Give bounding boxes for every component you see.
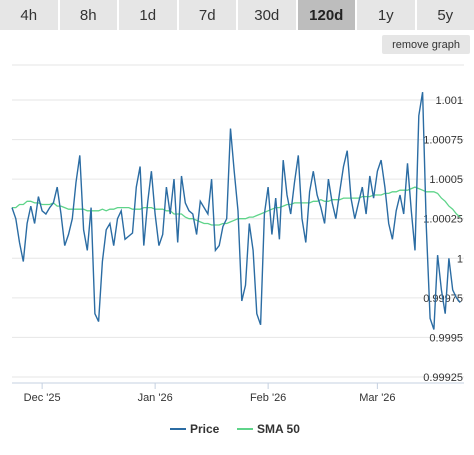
y-tick-label: 1.001 — [435, 95, 463, 107]
legend-label[interactable]: Price — [190, 422, 220, 436]
x-tick-label: Dec '25 — [24, 392, 61, 404]
tab-5y[interactable]: 5y — [416, 0, 474, 30]
tab-1y[interactable]: 1y — [357, 0, 415, 30]
y-tick-label: 0.9995 — [429, 332, 463, 344]
tab-120d[interactable]: 120d — [297, 0, 355, 30]
tab-4h[interactable]: 4h — [0, 0, 58, 30]
range-tabs: 4h 8h 1d 7d 30d 120d 1y 5y — [0, 0, 474, 30]
x-tick-label: Jan '26 — [138, 392, 173, 404]
tab-8h[interactable]: 8h — [59, 0, 117, 30]
remove-graph-button[interactable]: remove graph — [382, 35, 470, 54]
legend: Price SMA 50 — [170, 422, 300, 436]
tab-1d[interactable]: 1d — [119, 0, 177, 30]
y-tick-label: 0.99925 — [423, 372, 463, 384]
tab-7d[interactable]: 7d — [178, 0, 236, 30]
y-tick-label: 1 — [457, 253, 463, 265]
x-tick-label: Feb '26 — [250, 392, 286, 404]
y-tick-label: 1.00025 — [423, 214, 463, 226]
legend-label[interactable]: SMA 50 — [257, 422, 300, 436]
tab-30d[interactable]: 30d — [238, 0, 296, 30]
y-tick-label: 1.00075 — [423, 135, 463, 147]
x-axis-ticks: Dec '25 Jan '26 Feb '26 Mar '26 — [24, 383, 396, 404]
series-line-price — [11, 91, 461, 330]
y-tick-label: 1.0005 — [429, 174, 463, 186]
x-tick-label: Mar '26 — [359, 392, 395, 404]
y-axis-ticks: 0.999250.99950.9997511.000251.00051.0007… — [423, 95, 463, 384]
